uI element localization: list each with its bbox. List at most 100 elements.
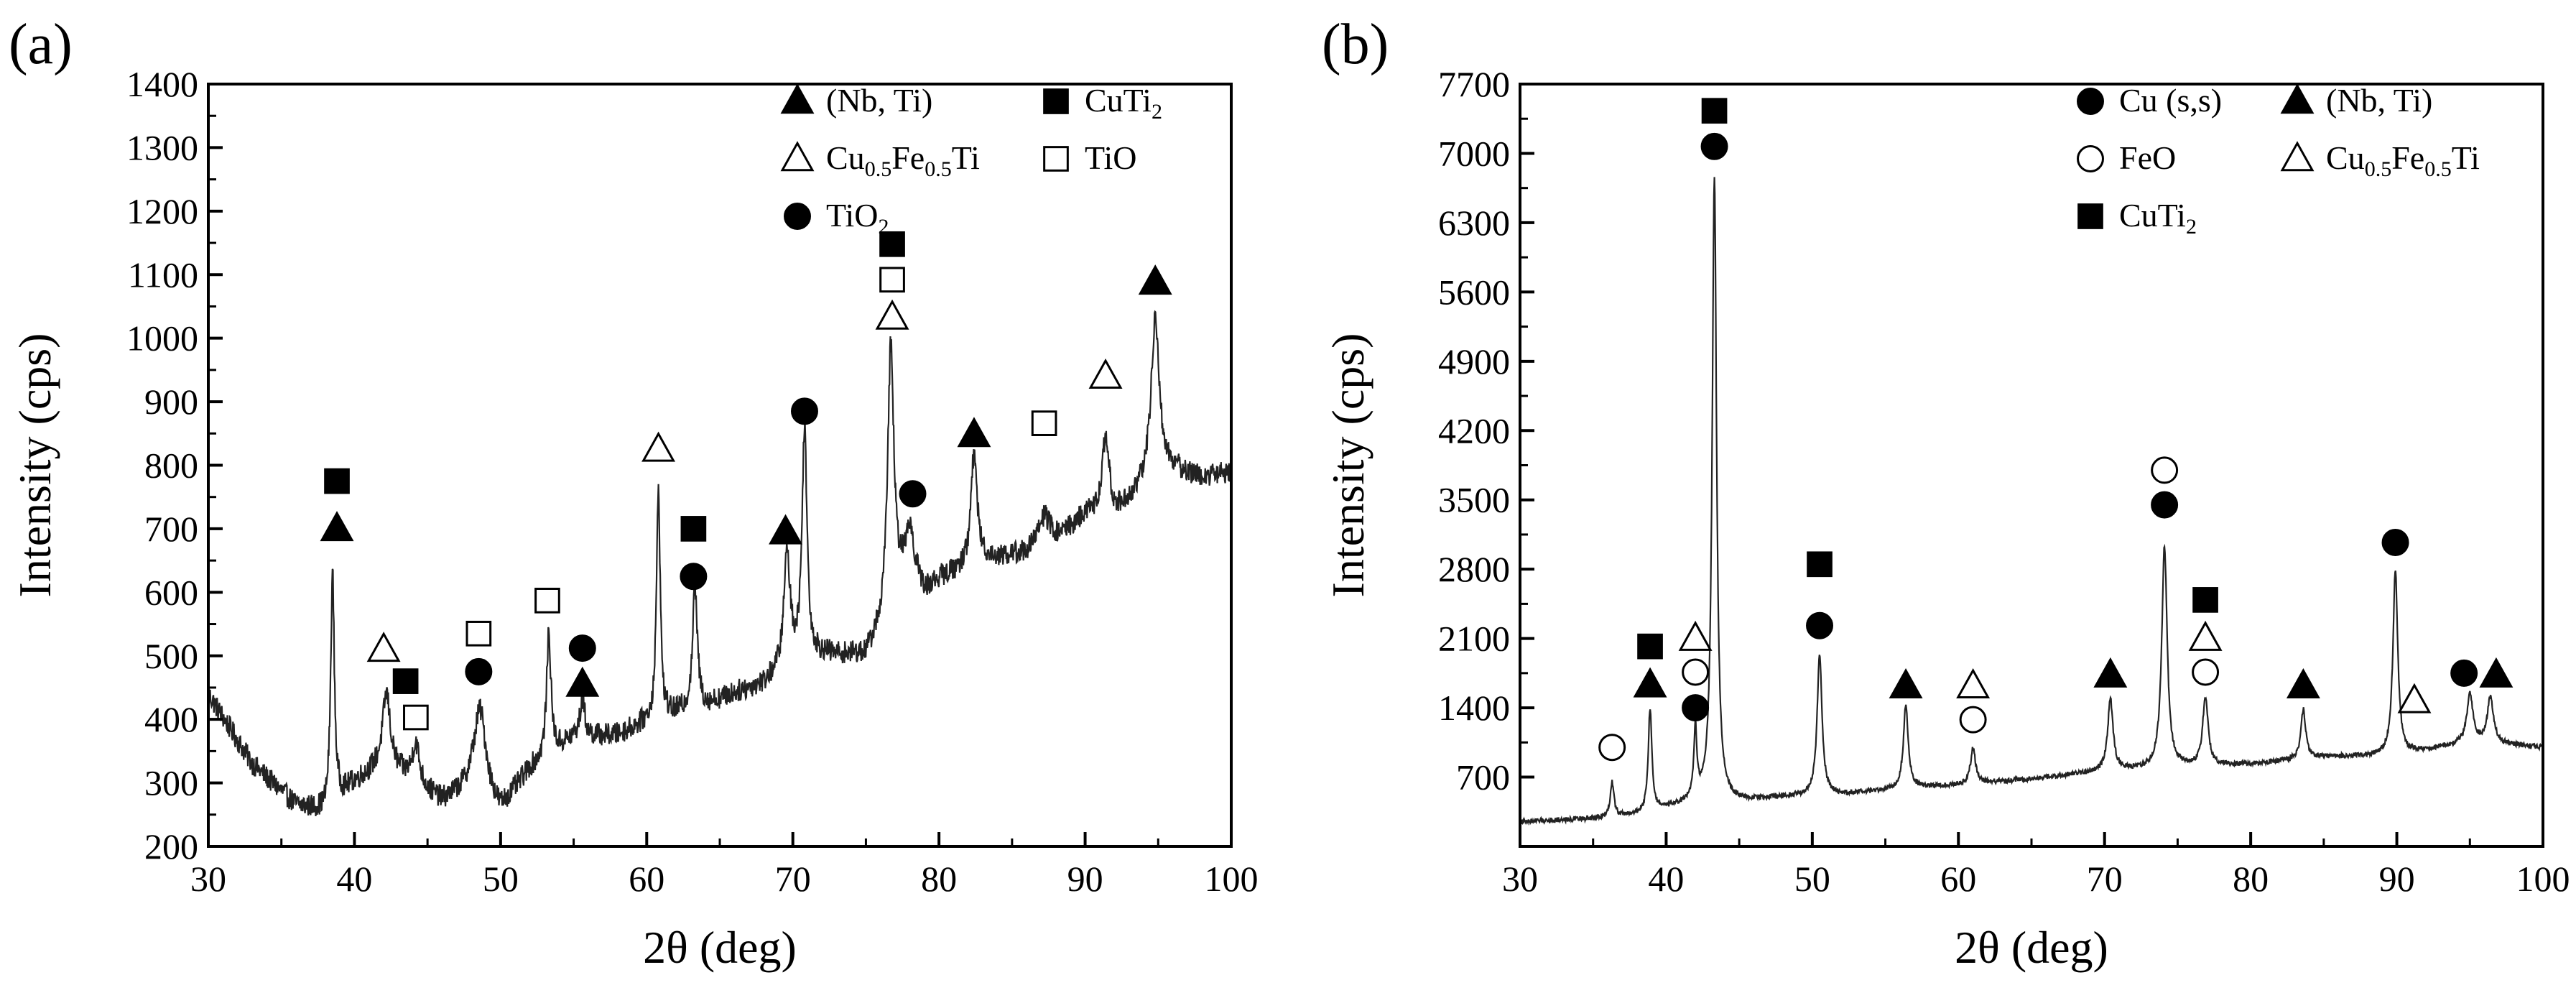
panel-b: 30 40 50 60 70 80 90 100 700 1400 2100 2800 3500 4200… <box>1322 13 2570 973</box>
panel-label: (b) <box>1322 13 1389 76</box>
peak-marker-open-square <box>1031 410 1057 436</box>
peak-marker-filled-circle <box>2450 659 2478 687</box>
x-tick-label: 70 <box>2087 859 2123 899</box>
peak-marker-filled-circle <box>1806 611 1834 639</box>
peak-marker-open-triangle <box>1678 620 1713 651</box>
x-tick-label: 60 <box>629 859 664 899</box>
y-tick-label: 4200 <box>1438 410 1510 451</box>
legend-marker-open-square <box>1043 146 1069 172</box>
y-tick-label: 200 <box>144 826 198 867</box>
y-tick-label: 1300 <box>126 127 198 167</box>
y-tick-label: 1000 <box>126 318 198 359</box>
legend-label: TiO2 <box>826 197 889 239</box>
legend-label: (Nb, Ti) <box>826 82 932 119</box>
peak-marker-filled-circle <box>791 397 818 425</box>
peak-marker-open-circle <box>2192 658 2220 686</box>
x-axis-title: 2θ (deg) <box>1955 922 2108 973</box>
peak-marker-filled-circle <box>2151 491 2179 519</box>
peak-marker-filled-triangle <box>957 417 991 448</box>
peak-marker-filled-circle <box>465 657 493 685</box>
y-tick-label: 7700 <box>1438 64 1510 104</box>
peak-marker-open-triangle <box>366 632 401 662</box>
y-tick-label: 900 <box>144 382 198 422</box>
peak-marker-filled-triangle <box>320 511 354 542</box>
x-tick-label: 30 <box>1502 859 1538 899</box>
peak-marker-filled-triangle <box>2479 657 2514 688</box>
peak-marker-open-square <box>534 587 560 614</box>
peak-marker-filled-square <box>324 468 350 494</box>
y-tick-label: 4900 <box>1438 341 1510 382</box>
y-tick-label: 1100 <box>128 254 198 295</box>
y-tick-label: 1400 <box>126 64 198 104</box>
legend-label: FeO <box>2119 139 2176 176</box>
peak-marker-open-square <box>879 267 905 293</box>
legend-marker-filled-circle <box>2077 88 2104 115</box>
legend-label: Cu0.5Fe0.5Ti <box>826 139 980 181</box>
legend-marker-filled-square <box>1043 88 1069 114</box>
peak-marker-open-triangle <box>2397 683 2432 713</box>
y-axis-title: Intensity (cps) <box>9 333 60 598</box>
peak-marker-filled-circle <box>680 563 708 591</box>
x-tick-label: 70 <box>775 859 811 899</box>
y-tick-label: 400 <box>144 699 198 739</box>
peak-marker-filled-triangle <box>1138 264 1172 295</box>
x-tick-label: 90 <box>2379 859 2415 899</box>
x-tick-label: 40 <box>1648 859 1684 899</box>
legend-marker-filled-circle <box>784 203 811 230</box>
legend-label: TiO <box>1085 139 1136 176</box>
peak-marker-filled-square <box>392 668 419 694</box>
plot-frame <box>207 83 1233 848</box>
xrd-pattern-line <box>1519 177 2544 826</box>
peak-marker-open-circle <box>1598 734 1626 762</box>
peak-marker-open-square <box>465 620 492 647</box>
y-tick-label: 2100 <box>1438 619 1510 659</box>
plot-frame <box>1519 83 2544 848</box>
y-tick-label: 1200 <box>126 191 198 231</box>
peak-marker-filled-square <box>2192 587 2218 613</box>
legend-marker-open-triangle <box>780 141 815 172</box>
x-tick-label: 100 <box>1205 859 1259 899</box>
panel-a: 30 40 50 60 70 80 90 100 200 300 400 500 600 700 800 90… <box>9 13 1259 973</box>
legend-marker-filled-triangle <box>2280 83 2315 114</box>
legend-marker-open-triangle <box>2280 141 2315 172</box>
peak-marker-open-triangle <box>1956 668 1991 699</box>
x-tick-label: 90 <box>1067 859 1103 899</box>
x-tick-label: 100 <box>2516 859 2570 899</box>
peak-marker-filled-square <box>1701 98 1728 124</box>
y-tick-label: 3500 <box>1438 480 1510 520</box>
peak-marker-open-circle <box>2151 456 2179 484</box>
legend-marker-open-circle <box>2077 145 2104 172</box>
peak-marker-open-triangle <box>875 299 909 330</box>
peak-marker-open-triangle <box>2188 620 2223 651</box>
peak-marker-filled-triangle <box>1633 667 1667 698</box>
y-axis-title: Intensity (cps) <box>1322 333 1373 598</box>
y-tick-label: 600 <box>144 572 198 612</box>
peak-marker-filled-triangle <box>565 666 600 697</box>
y-tick-label: 500 <box>144 636 198 676</box>
x-axis-title: 2θ (deg) <box>643 922 797 973</box>
legend-marker-filled-square <box>2077 203 2103 229</box>
x-tick-label: 40 <box>336 859 372 899</box>
peak-marker-filled-circle <box>899 480 927 508</box>
peak-marker-filled-triangle <box>2093 657 2128 688</box>
peak-marker-open-circle <box>1959 706 1987 734</box>
y-tick-label: 5600 <box>1438 272 1510 312</box>
legend-label: (Nb, Ti) <box>2326 82 2432 119</box>
x-tick-label: 80 <box>921 859 957 899</box>
legend-marker-filled-triangle <box>780 83 815 114</box>
peak-marker-filled-triangle <box>769 514 802 545</box>
peak-marker-filled-square <box>1637 633 1663 660</box>
legend-label: CuTi2 <box>2119 197 2197 239</box>
x-tick-label: 50 <box>483 859 519 899</box>
legend-label: Cu0.5Fe0.5Ti <box>2326 139 2480 181</box>
y-tick-label: 700 <box>144 509 198 549</box>
x-tick-label: 30 <box>190 859 226 899</box>
peak-marker-open-triangle <box>641 431 676 462</box>
peak-marker-filled-triangle <box>2286 668 2320 699</box>
peak-marker-filled-circle <box>1682 694 1710 722</box>
x-tick-label: 50 <box>1794 859 1830 899</box>
y-tick-label: 300 <box>144 763 198 803</box>
legend-label: Cu (s,s) <box>2119 82 2222 119</box>
peak-marker-filled-triangle <box>1889 668 1923 699</box>
peak-marker-filled-square <box>879 231 905 257</box>
